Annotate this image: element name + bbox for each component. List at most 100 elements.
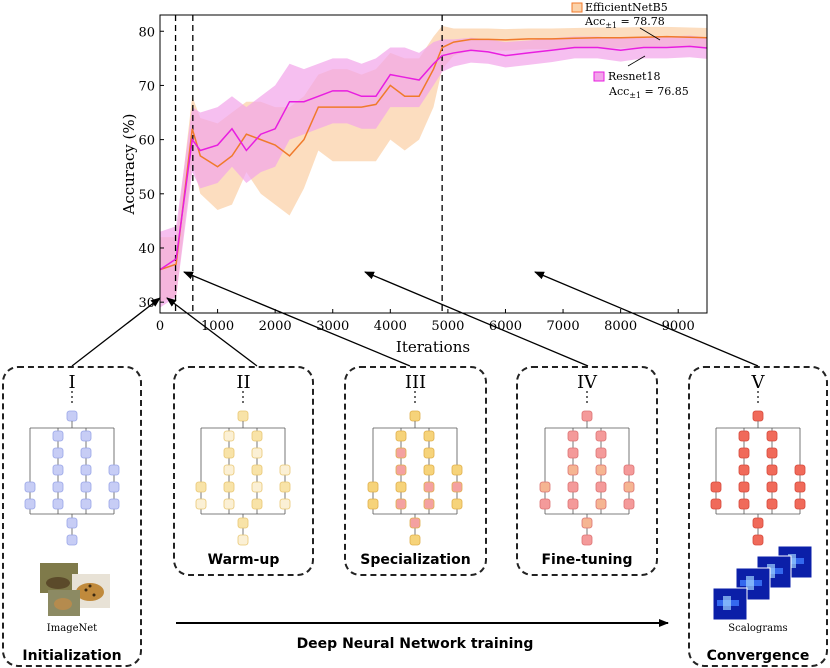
x-tick-label: 3000 <box>316 319 349 334</box>
network-node <box>251 481 263 493</box>
stage-box-convergence: V Scalograms Convergence <box>688 366 828 667</box>
network-node <box>80 481 92 493</box>
network-node <box>195 481 207 493</box>
network-node <box>223 498 235 510</box>
training-label: Deep Neural Network training <box>296 636 534 652</box>
x-tick-label: 9000 <box>662 319 695 334</box>
x-tick-label: 2000 <box>259 319 292 334</box>
legend-pointer-resnet <box>627 55 646 67</box>
network-node <box>367 498 379 510</box>
network-node <box>595 498 607 510</box>
network-node <box>395 481 407 493</box>
network-node <box>738 498 750 510</box>
network-node <box>66 517 78 529</box>
network-node <box>539 498 551 510</box>
line-resnet18 <box>160 45 707 271</box>
network-node <box>237 517 249 529</box>
network-node <box>52 447 64 459</box>
network-node <box>279 498 291 510</box>
network-node <box>80 464 92 476</box>
stage-box-specialization: III Specialization <box>344 366 487 576</box>
stage-label-fine-tuning: Fine-tuning <box>541 552 633 568</box>
legend-acc-efficientnet: Acc±1 = 78.78 <box>584 15 665 30</box>
arrow-fine-tuning <box>364 271 589 367</box>
network-node <box>395 498 407 510</box>
network-initialization <box>24 391 120 546</box>
network-node <box>108 464 120 476</box>
stage-numeral: IV <box>576 372 598 393</box>
network-node <box>738 430 750 442</box>
line-efficientnetb5 <box>160 35 707 271</box>
y-axis-title: Accuracy (%) <box>120 113 138 215</box>
x-tick-label: 0 <box>156 319 164 334</box>
band-resnet18 <box>160 35 707 308</box>
scalogram-images <box>712 545 813 621</box>
network-node <box>567 430 579 442</box>
network-node <box>52 430 64 442</box>
network-node <box>794 464 806 476</box>
x-tick-label: 6000 <box>489 319 522 334</box>
network-node <box>581 534 593 546</box>
legend-label-efficientnet: EfficientNetB5 <box>585 1 668 14</box>
network-node <box>423 481 435 493</box>
network-node <box>794 481 806 493</box>
x-tick-label: 1000 <box>201 319 234 334</box>
network-node <box>595 464 607 476</box>
network-node <box>752 517 764 529</box>
network-node <box>539 481 551 493</box>
network-node <box>195 498 207 510</box>
confidence-bands <box>160 25 707 308</box>
stage-box-fine-tuning: IV Fine-tuning <box>516 366 658 576</box>
network-node <box>24 481 36 493</box>
network-node <box>595 430 607 442</box>
network-node <box>710 498 722 510</box>
network-node <box>623 464 635 476</box>
network-fine-tuning <box>539 391 635 546</box>
network-node <box>710 481 722 493</box>
legend-acc-resnet: Acc±1 = 76.85 <box>608 85 689 100</box>
network-warm-up <box>195 391 291 546</box>
x-tick-label: 8000 <box>604 319 637 334</box>
network-node <box>52 464 64 476</box>
network-node <box>623 481 635 493</box>
x-tick-label: 4000 <box>374 319 407 334</box>
legend-pointer-efficientnet <box>639 27 661 41</box>
network-node <box>66 534 78 546</box>
network-node <box>738 464 750 476</box>
network-node <box>567 481 579 493</box>
network-node <box>451 498 463 510</box>
network-node <box>237 534 249 546</box>
x-tick-label: 7000 <box>547 319 580 334</box>
stage-label-initialization: Initialization <box>22 648 122 664</box>
network-node <box>423 464 435 476</box>
plot-frame <box>159 14 708 314</box>
network-node <box>451 464 463 476</box>
network-node <box>752 534 764 546</box>
network-node <box>223 481 235 493</box>
y-tick-label: 50 <box>138 188 155 203</box>
network-node <box>423 498 435 510</box>
legend-swatch-efficientnet <box>571 2 583 13</box>
y-tick-label: 70 <box>138 79 155 94</box>
network-node <box>738 481 750 493</box>
network-node <box>223 464 235 476</box>
network-node <box>251 430 263 442</box>
network-node <box>395 447 407 459</box>
network-node <box>766 481 778 493</box>
network-node <box>623 498 635 510</box>
network-node <box>595 481 607 493</box>
network-node <box>367 481 379 493</box>
network-node <box>251 498 263 510</box>
network-node <box>251 447 263 459</box>
network-node <box>409 534 421 546</box>
stage-label-specialization: Specialization <box>360 552 471 568</box>
network-node <box>395 464 407 476</box>
network-node <box>395 430 407 442</box>
stage-box-initialization: I ImageNet Initialization <box>2 366 142 667</box>
y-tick-label: 40 <box>138 242 155 257</box>
network-node <box>223 430 235 442</box>
network-diagrams <box>24 391 806 546</box>
network-node <box>251 464 263 476</box>
network-node <box>223 447 235 459</box>
network-node <box>279 481 291 493</box>
